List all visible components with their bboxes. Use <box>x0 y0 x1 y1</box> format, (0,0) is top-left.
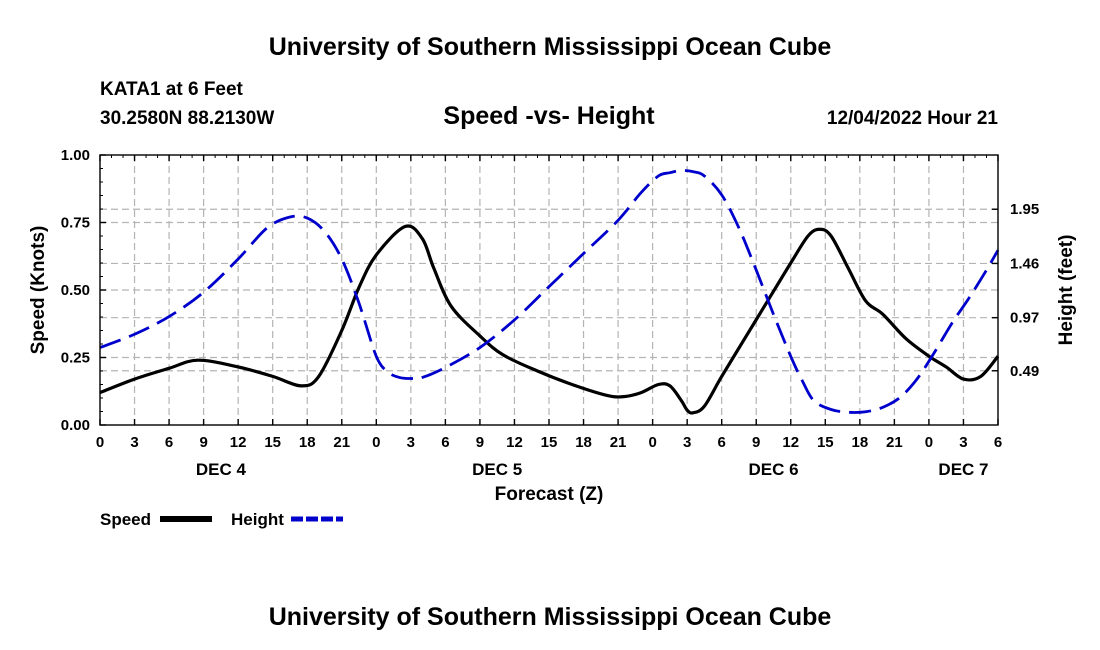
x-tick-label: 18 <box>852 434 869 451</box>
x-tick-label: 6 <box>441 434 449 451</box>
grid-lines <box>100 155 998 425</box>
series-height-line <box>99 169 1000 414</box>
x-tick-label: 6 <box>718 434 726 451</box>
x-tick-label: 15 <box>541 434 558 451</box>
y-left-tick-label: 0.00 <box>61 417 90 434</box>
x-tick-label: 3 <box>130 434 138 451</box>
x-axis-title: Forecast (Z) <box>495 484 604 505</box>
y-right-tick-label: 0.97 <box>1010 310 1039 327</box>
y-axis-left-title: Speed (Knots) <box>28 226 49 355</box>
legend-height-label: Height <box>231 510 284 529</box>
y-left-tick-label: 0.75 <box>61 215 90 232</box>
x-tick-label: 3 <box>407 434 415 451</box>
day-label: DEC 7 <box>938 460 988 479</box>
legend-speed-label: Speed <box>100 510 151 529</box>
day-label: DEC 5 <box>472 460 522 479</box>
legend: Speed Height <box>100 510 343 529</box>
x-tick-label: 18 <box>299 434 316 451</box>
x-tick-label: 18 <box>575 434 592 451</box>
y-right-tick-label: 0.49 <box>1010 363 1039 380</box>
x-tick-label: 15 <box>817 434 834 451</box>
y-left-tick-label: 0.50 <box>61 282 90 299</box>
x-tick-label: 3 <box>959 434 967 451</box>
axis-labels: 0 3 6 9 12 15 18 21 0 3 6 9 12 15 18 21 0 3 6 9 12 15 18 21 0 3 6 0… <box>61 147 1039 479</box>
x-tick-label: 0 <box>372 434 380 451</box>
x-tick-label: 9 <box>199 434 207 451</box>
y-right-tick-label: 1.46 <box>1010 255 1039 272</box>
x-tick-label: 12 <box>506 434 523 451</box>
y-left-tick-label: 1.00 <box>61 147 90 164</box>
x-tick-label: 0 <box>648 434 656 451</box>
x-tick-label: 0 <box>96 434 104 451</box>
bottom-title: University of Southern Mississippi Ocean… <box>269 603 832 631</box>
axis-ticks <box>99 154 999 426</box>
series-layer <box>99 169 1000 415</box>
series-speed-line <box>99 224 1000 415</box>
x-tick-label: 15 <box>264 434 281 451</box>
x-tick-label: 21 <box>610 434 627 451</box>
y-axis-right-title: Height (feet) <box>1056 235 1077 346</box>
x-tick-label: 6 <box>165 434 173 451</box>
x-tick-label: 21 <box>886 434 903 451</box>
station-label: KATA1 at 6 Feet <box>100 79 244 100</box>
day-label: DEC 6 <box>748 460 798 479</box>
x-tick-label: 6 <box>994 434 1002 451</box>
chart-title: Speed -vs- Height <box>443 102 655 130</box>
x-tick-label: 0 <box>925 434 933 451</box>
x-tick-label: 3 <box>683 434 691 451</box>
x-tick-label: 9 <box>476 434 484 451</box>
datetime-label: 12/04/2022 Hour 21 <box>827 108 999 129</box>
day-label: DEC 4 <box>196 460 247 479</box>
x-tick-label: 9 <box>752 434 760 451</box>
top-title: University of Southern Mississippi Ocean… <box>269 33 832 61</box>
x-tick-label: 12 <box>782 434 799 451</box>
y-right-tick-label: 1.95 <box>1010 201 1039 218</box>
x-tick-label: 21 <box>333 434 350 451</box>
x-tick-label: 12 <box>230 434 247 451</box>
y-left-tick-label: 0.25 <box>61 350 90 367</box>
coordinates-label: 30.2580N 88.2130W <box>100 108 274 129</box>
